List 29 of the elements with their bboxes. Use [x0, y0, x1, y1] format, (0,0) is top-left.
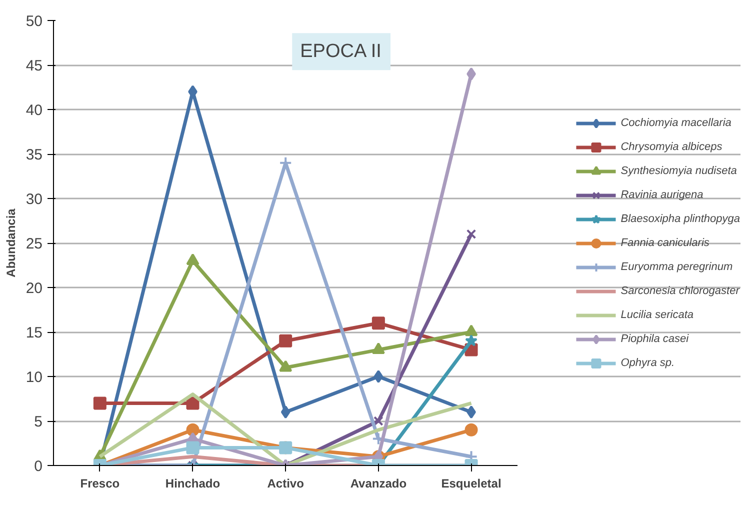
x-tick-label: Activo [267, 476, 304, 490]
y-tick-label: 40 [26, 102, 43, 119]
y-tick-label: 45 [26, 58, 43, 74]
legend-label: Cochiomyia macellaria [620, 116, 732, 128]
legend-label: Chrysomyia albiceps [620, 140, 722, 152]
legend-label: Synthesiomyia nudiseta [620, 164, 737, 176]
y-tick-label: 20 [26, 280, 43, 297]
y-axis-title: Abundancia [4, 208, 18, 278]
legend-label: Blaesoxipha plinthopyga [620, 212, 740, 224]
y-tick-label: 25 [26, 236, 43, 252]
y-tick-label: 50 [26, 13, 43, 30]
legend-label: Ophyra sp. [620, 356, 675, 368]
x-tick-label: Hinchado [165, 476, 220, 490]
text: EPOCA II [300, 41, 382, 62]
legend-label: Fannia canicularis [620, 236, 710, 248]
legend-label: Ravinia aurigena [620, 188, 704, 200]
legend-label: Lucilia sericata [620, 308, 694, 320]
y-tick-label: 5 [34, 414, 42, 430]
y-tick-label: 0 [34, 458, 42, 475]
x-tick-label: Fresco [80, 476, 120, 490]
legend-label: Piophila casei [620, 332, 689, 344]
y-tick-label: 30 [26, 191, 43, 208]
legend-label: Sarconesia chlorogaster [620, 284, 740, 296]
legend-label: Euryomma peregrinum [620, 260, 733, 272]
x-tick-label: Avanzado [350, 476, 407, 490]
x-tick-label: Esqueletal [441, 476, 502, 490]
y-tick-label: 35 [26, 146, 43, 164]
y-tick-label: 10 [26, 369, 43, 386]
y-tick-label: 15 [26, 324, 43, 342]
